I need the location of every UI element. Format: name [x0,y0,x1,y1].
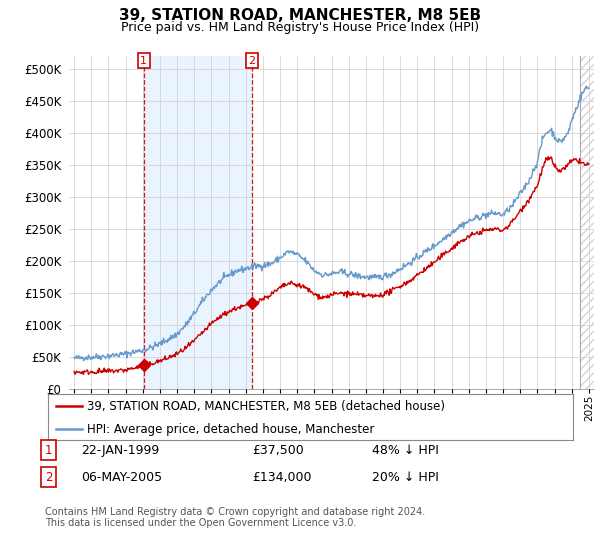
Text: £37,500: £37,500 [252,444,304,457]
Text: 1: 1 [45,444,53,457]
Text: 20% ↓ HPI: 20% ↓ HPI [372,470,439,484]
Text: 06-MAY-2005: 06-MAY-2005 [81,470,162,484]
Text: 2: 2 [45,470,53,484]
Text: 39, STATION ROAD, MANCHESTER, M8 5EB: 39, STATION ROAD, MANCHESTER, M8 5EB [119,8,481,24]
Text: 22-JAN-1999: 22-JAN-1999 [81,444,159,457]
Text: Contains HM Land Registry data © Crown copyright and database right 2024.
This d: Contains HM Land Registry data © Crown c… [45,507,425,529]
Text: 48% ↓ HPI: 48% ↓ HPI [372,444,439,457]
Text: £134,000: £134,000 [252,470,311,484]
Bar [144,56,252,389]
Text: HPI: Average price, detached house, Manchester: HPI: Average price, detached house, Manc… [88,423,375,436]
Text: Price paid vs. HM Land Registry's House Price Index (HPI): Price paid vs. HM Land Registry's House … [121,21,479,34]
Text: 1: 1 [140,55,148,66]
Text: 2: 2 [248,55,256,66]
Text: 39, STATION ROAD, MANCHESTER, M8 5EB (detached house): 39, STATION ROAD, MANCHESTER, M8 5EB (de… [88,400,445,413]
Bar [580,56,594,389]
